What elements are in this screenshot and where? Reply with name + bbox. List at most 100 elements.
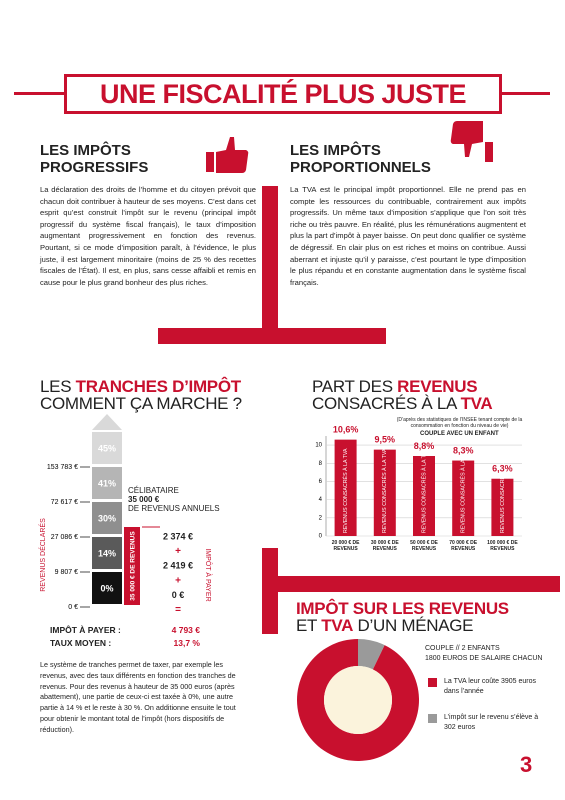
rule [14, 92, 64, 95]
title-part: COMMENT ÇA MARCHE ? [40, 394, 242, 413]
tax-bracket [92, 467, 122, 499]
value-label: 8,8% [414, 441, 435, 451]
y-tick-label: 6 [319, 479, 323, 485]
x-tick-label: 50 000 € DE REVENUS [410, 540, 438, 552]
paragraph: La TVA est le principal impôt proportion… [290, 185, 526, 287]
thumb-down-icon [450, 121, 493, 162]
title-part: TVA [321, 616, 354, 635]
x-tick-label: 30 000 € DE REVENUS [370, 540, 399, 552]
bar-inner-label: REVENUS CONSACRÉS À LA TVA [420, 448, 427, 533]
paragraph: La déclaration des droits de l’homme et … [40, 185, 256, 287]
summary-value: 13,7 % [173, 638, 200, 648]
chart-note: (D’après des statistiques de l’INSEE ten… [396, 417, 523, 429]
section-title: LES IMPÔTS PROPORTIONNELS [290, 142, 431, 176]
subtitle-line: 1800 EUROS DE SALAIRE CHACUN [425, 655, 543, 662]
bar-inner-label: REVENUS CONSACRÉS À LA TVA [381, 448, 388, 533]
title-part: REVENUS [397, 377, 478, 396]
thumb-up-icon [206, 137, 249, 173]
legend-swatch [428, 714, 437, 723]
operator: = [175, 605, 181, 616]
profile-line: CÉLIBATAIRE [128, 486, 179, 495]
section-title: LES TRANCHES D’IMPÔT COMMENT ÇA MARCHE ? [40, 378, 270, 412]
value-label: 6,3% [492, 464, 513, 474]
y-tick-label: 2 [319, 515, 323, 521]
chart-subtitle: COUPLE AVEC UN ENFANT [420, 431, 499, 437]
separator [262, 576, 560, 592]
title-part: TRANCHES D’IMPÔT [75, 377, 242, 396]
tax-label: IMPÔT À PAYER [204, 548, 213, 601]
step-amount: 2 419 € [163, 561, 193, 571]
income-bar-label: 35 000 € DE REVENUS [130, 531, 137, 601]
bar [373, 449, 396, 536]
title-part: IMPÔT SUR LES REVENUS [296, 599, 509, 618]
profile: CÉLIBATAIRE 35 000 € DE REVENUS ANNUELS [128, 486, 220, 513]
legend-label: L’impôt sur le revenu s’élève à 302 euro… [444, 714, 539, 731]
title-part: D’UN MÉNAGE [353, 616, 474, 635]
pie-slice [358, 639, 385, 670]
summary-label: IMPÔT À PAYER : [50, 625, 121, 635]
bracket-rate: 41% [98, 478, 116, 488]
tax-bracket [92, 502, 122, 534]
bracket-rate: 0% [100, 583, 113, 593]
title-part: TVA [460, 394, 493, 413]
value-label: 10,6% [333, 425, 359, 435]
value-label: 8,3% [453, 446, 474, 456]
summary-value: 4 793 € [171, 625, 200, 635]
subtitle-line: COUPLE // 2 ENFANTS [425, 645, 500, 652]
title-part: CONSACRÉS À LA [312, 394, 461, 413]
summary-row: TAUX MOYEN : 13,7 % [50, 637, 200, 650]
chart-subtitle: COUPLE // 2 ENFANTS 1800 EUROS DE SALAIR… [425, 644, 542, 664]
y-tick-label: 4 [319, 497, 323, 503]
threshold-label: 27 086 € [51, 534, 78, 541]
page-number: 3 [520, 752, 533, 777]
bar [413, 456, 435, 536]
y-tick-label: 8 [319, 461, 323, 467]
y-tick-label: 10 [315, 443, 322, 449]
pie-hole [324, 666, 392, 734]
bar-inner-label: REVENUS CONSACRÉS À LA TVA [499, 448, 506, 533]
step-amount: 0 € [172, 590, 185, 600]
chart-title: IMPÔT SUR LES REVENUS ET TVA D’UN MÉNAGE [296, 600, 556, 634]
bracket-rate: 14% [98, 548, 116, 558]
bar [334, 439, 357, 536]
separator [262, 186, 278, 336]
threshold-label: 153 783 € [47, 464, 78, 471]
threshold-label: 0 € [68, 604, 78, 611]
summary: IMPÔT À PAYER : 4 793 € TAUX MOYEN : 13,7 … [50, 624, 200, 650]
profile-line: DE REVENUS ANNUELS [128, 504, 220, 513]
legend-label: La TVA leur coûte 3905 euros dans l’anné… [444, 678, 536, 695]
summary-label: TAUX MOYEN : [50, 638, 112, 648]
summary-row: IMPÔT À PAYER : 4 793 € [50, 624, 200, 637]
y-tick-label: 0 [319, 534, 323, 540]
chart-title: PART DES REVENUS CONSACRÉS À LA TVA [312, 378, 542, 412]
threshold-label: 9 807 € [55, 569, 78, 576]
x-tick-label: 70 000 € DE REVENUS [449, 540, 478, 552]
step-amount: 2 374 € [163, 531, 193, 541]
value-label: 9,5% [375, 435, 396, 445]
title-part: ET [296, 616, 322, 635]
x-tick-label: 100 000 € DE REVENUS [487, 540, 518, 552]
legend-swatch [428, 678, 437, 687]
title-part: PART DES [312, 377, 398, 396]
income-bar [124, 527, 140, 605]
operator: + [175, 575, 181, 586]
threshold-label: 72 617 € [51, 499, 78, 506]
bar [452, 460, 475, 536]
paragraph: Le système de tranches permet de taxer, … [40, 660, 236, 734]
title-part: LES [40, 377, 76, 396]
tax-bracket [92, 537, 122, 569]
operator: + [175, 546, 181, 557]
profile-line: 35 000 € [128, 495, 160, 504]
tax-bracket [92, 572, 122, 604]
bar-inner-label: REVENUS CONSACRÉS À LA TVA [342, 448, 349, 533]
pie-slice [297, 639, 420, 761]
section-title: LES IMPÔTS PROGRESSIFS [40, 142, 149, 176]
x-tick-label: 20 000 € DE REVENUS [331, 540, 360, 552]
bracket-rate: 45% [98, 443, 116, 453]
